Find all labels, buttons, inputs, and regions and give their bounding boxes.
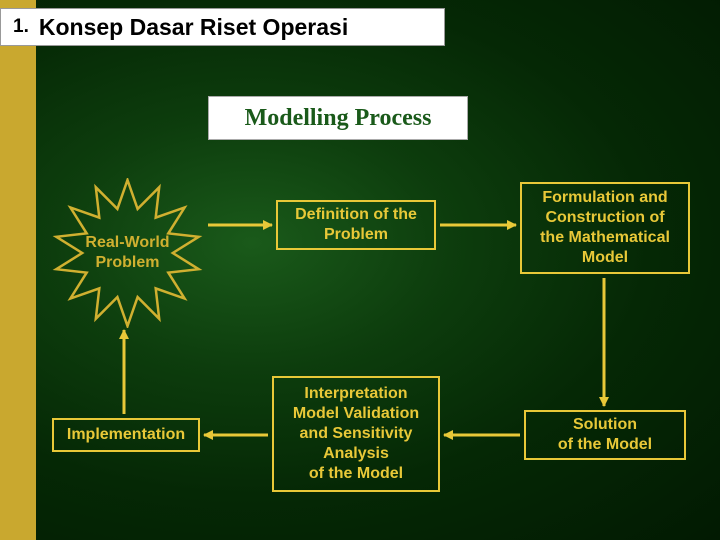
arrow-layer (0, 0, 720, 540)
